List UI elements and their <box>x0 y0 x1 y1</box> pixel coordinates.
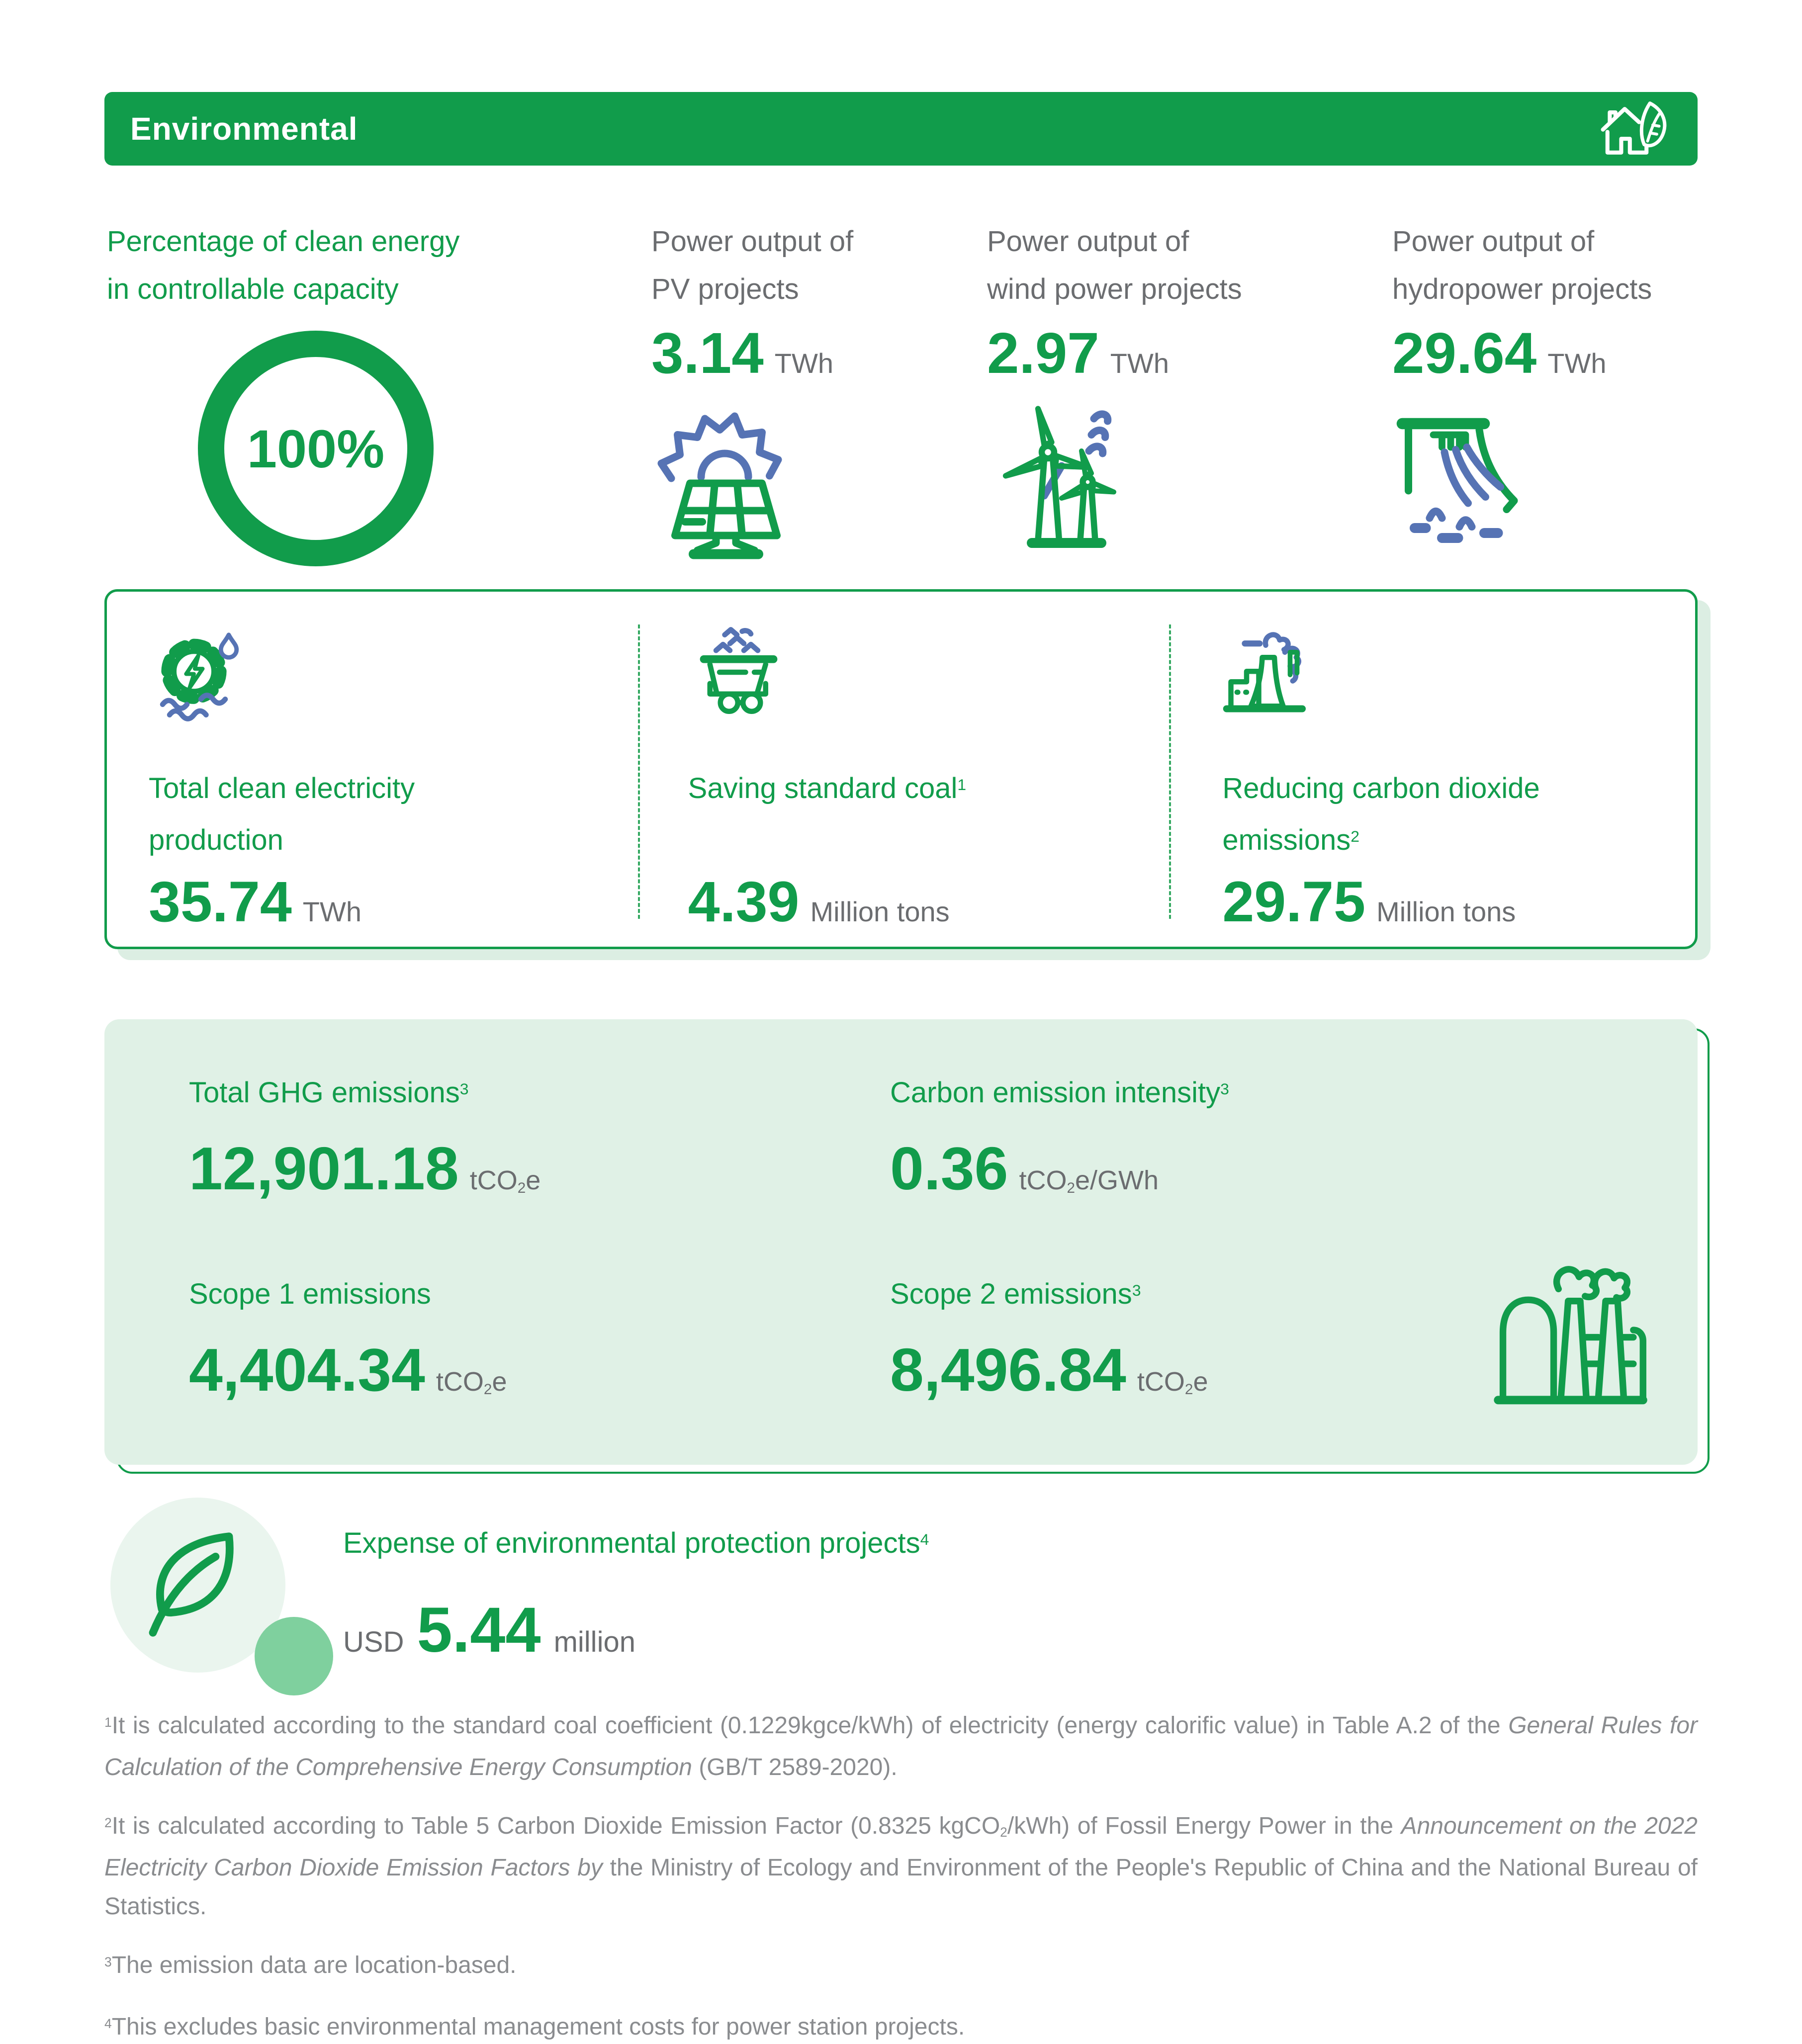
ghg-scope1-emissions: Scope 1 emissions 4,404.34 tCO2e <box>189 1270 507 1405</box>
footnote-3: 3The emission data are location-based. <box>104 1952 517 1978</box>
summary-stat: 35.74 TWh <box>149 870 361 934</box>
ghg-stat-value: 4,404.34 tCO2e <box>189 1336 507 1404</box>
clean-production-summary-box: Total clean electricity production 35.74… <box>104 589 1698 949</box>
ghg-stat-value: 0.36 tCO2e/GWh <box>890 1135 1159 1202</box>
coal-cart-icon <box>700 627 778 714</box>
ghg-carbon-intensity: Carbon emission intensity3 0.36 tCO2e/GW… <box>890 1069 1229 1203</box>
footnote-1: 1It is calculated according to the stand… <box>104 1712 1698 1780</box>
power-output-pv-label: Power output of PV projects <box>651 225 854 305</box>
dashed-divider <box>1169 624 1171 919</box>
expense-currency: USD <box>343 1626 404 1658</box>
clean-energy-value: 100% <box>247 418 385 479</box>
clean-energy-label: Percentage of clean energy in controllab… <box>107 218 459 313</box>
summary-stat: 29.75 Million tons <box>1222 870 1516 934</box>
footnote-2: 2It is calculated according to Table 5 C… <box>104 1813 1698 1920</box>
ghg-label: Carbon emission intensity3 <box>890 1076 1229 1109</box>
power-output-pv-stat: 3.14 TWh <box>651 321 833 385</box>
ghg-scope2-emissions: Scope 2 emissions3 8,496.84 tCO2e <box>890 1270 1208 1405</box>
ghg-total-emissions: Total GHG emissions3 12,901.18 tCO2e <box>189 1069 541 1203</box>
power-output-pv: Power output of PV projects 3.14 TWh <box>651 218 980 563</box>
power-output-hydro-stat: 29.64 TWh <box>1392 321 1607 385</box>
ghg-stat-value: 8,496.84 tCO2e <box>890 1336 1208 1404</box>
expense-unit: million <box>553 1626 635 1658</box>
clean-energy-label-line1: Percentage of clean energy <box>107 225 460 258</box>
electricity-gear-icon <box>160 632 239 721</box>
power-output-wind: Power output of wind power projects 2.97… <box>987 218 1315 563</box>
footnote-4: 4This excludes basic environmental manag… <box>104 2014 965 2040</box>
section-title: Environmental <box>130 111 358 147</box>
solar-panel-icon <box>657 412 782 559</box>
expense-value-row: USD 5.44 million <box>343 1594 635 1667</box>
ghg-label: Scope 2 emissions3 <box>890 1278 1141 1310</box>
section-header: Environmental <box>104 92 1698 166</box>
summary-label: Reducing carbon dioxide emissions2 <box>1222 772 1540 856</box>
expense-label: Expense of environmental protection proj… <box>343 1527 929 1559</box>
summary-reducing-co2-emissions: Reducing carbon dioxide emissions2 29.75… <box>1161 592 1695 947</box>
summary-label: Saving standard coal1 <box>688 772 967 804</box>
ghg-label: Scope 1 emissions <box>189 1278 431 1310</box>
hydropower-dam-icon <box>1396 418 1518 543</box>
summary-stat: 4.39 Million tons <box>688 870 950 934</box>
expense-value: 5.44 <box>417 1595 541 1666</box>
leaf-icon <box>149 1532 234 1637</box>
summary-saving-standard-coal: Saving standard coal1 4.39 Million tons <box>622 592 1161 947</box>
dashed-divider <box>638 624 640 919</box>
power-output-hydro: Power output of hydropower projects 29.6… <box>1392 218 1720 563</box>
power-output-wind-label: Power output of wind power projects <box>987 225 1242 305</box>
leaf-circle-accent <box>255 1617 333 1695</box>
ghg-label: Total GHG emissions3 <box>189 1076 469 1109</box>
clean-energy-label-line2: in controllable capacity <box>107 273 399 305</box>
house-leaf-icon <box>1601 101 1667 155</box>
summary-total-clean-electricity: Total clean electricity production 35.74… <box>107 592 622 947</box>
summary-label: Total clean electricity production <box>149 772 415 856</box>
wind-turbine-icon <box>1002 406 1116 548</box>
factory-emission-icon <box>1223 632 1306 712</box>
ghg-stat-value: 12,901.18 tCO2e <box>189 1135 541 1202</box>
ghg-emissions-box: Total GHG emissions3 12,901.18 tCO2e Car… <box>104 1019 1698 1465</box>
factory-chimneys-icon <box>1494 1266 1647 1405</box>
power-output-wind-stat: 2.97 TWh <box>987 321 1169 385</box>
power-output-hydro-label: Power output of hydropower projects <box>1392 225 1652 305</box>
clean-energy-ring: 100% <box>198 331 434 566</box>
footnotes: 1It is calculated according to the stand… <box>104 1706 1698 2044</box>
